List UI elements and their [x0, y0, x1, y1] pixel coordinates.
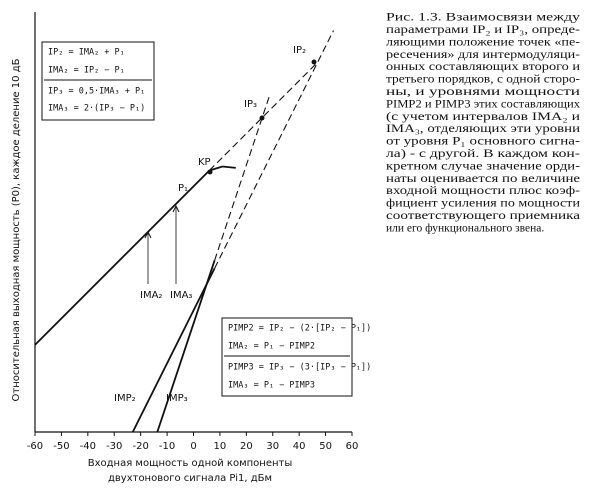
caption-line: ла) - с другой. В каждом кон- — [386, 148, 580, 160]
formula: IMA₃ = P₁ − PIMP3 — [228, 381, 315, 391]
caption-line: фициент усиления по мощности — [386, 198, 580, 210]
caption-line: параметрами IP₂ и IP₃, опреде- — [386, 24, 580, 36]
annotation: IP₂ — [293, 45, 306, 56]
x-tick-label: 40 — [293, 441, 306, 452]
x-tick-label: 30 — [266, 441, 279, 452]
line-segment — [214, 93, 271, 261]
arrow — [144, 230, 152, 239]
formula: PIMP3 = IP₃ − (3·[IP₃ − P₁]) — [228, 363, 371, 373]
x-tick-label: 20 — [240, 441, 253, 452]
formula: IMA₂ = IP₂ − P₁ — [48, 66, 125, 76]
x-label: двухтонового сигнала Pi1, дБм — [108, 473, 272, 484]
caption-line: (с учетом интервалов IMA₂ и — [386, 111, 580, 123]
formula: IP₃ = 0,5·IMA₃ + P₁ — [48, 87, 145, 97]
annotation: IMA₂ — [140, 290, 162, 301]
formula: IP₂ = IMA₂ + P₁ — [48, 48, 125, 58]
x-tick-label: -60 — [27, 441, 43, 452]
caption-line: IMA₃, отделяющих эти уровни — [386, 123, 580, 135]
caption-line: третьего порядков, с одной сторо- — [386, 74, 580, 86]
caption-line: Рис. 1.3. Взаимосвязи между — [386, 12, 580, 24]
caption-line: ресечения» для интермодуляци- — [386, 49, 580, 61]
line-segment — [208, 61, 319, 171]
x-label: Входная мощность одной компоненты — [88, 458, 292, 469]
x-tick-label: 60 — [346, 441, 359, 452]
x-tick-label: -30 — [106, 441, 122, 452]
annotation: KP — [198, 157, 211, 168]
line-segment — [156, 260, 216, 433]
caption-line: онных составляющих второго и — [386, 61, 580, 73]
x-tick-label: 0 — [190, 441, 196, 452]
x-tick-label: 50 — [319, 441, 332, 452]
caption-line: наты оценивается по величине — [386, 173, 580, 185]
x-tick-label: 10 — [214, 441, 227, 452]
caption-line: соответствующего приемника — [386, 210, 580, 222]
annotation: IMA₃ — [170, 290, 192, 301]
point-marker — [207, 169, 213, 175]
line-segment — [131, 267, 216, 433]
series-label: IMP₃ — [166, 393, 188, 404]
formula: PIMP2 = IP₂ − (2·[IP₂ − P₁]) — [228, 324, 371, 334]
caption-line: кретном случае значение орди- — [386, 160, 580, 172]
x-tick-label: -40 — [80, 441, 96, 452]
caption-line: или его функционального звена. — [386, 222, 544, 234]
caption-line: ляющими положение точек «пе- — [386, 36, 580, 48]
caption-line: ны, и уровнями мощности — [386, 86, 580, 98]
formula: IMA₃ = 2·(IP₃ − P₁) — [48, 104, 145, 114]
caption-line: входной мощности плюс коэф- — [386, 185, 580, 197]
x-tick-label: -50 — [53, 441, 69, 452]
x-tick-label: -10 — [159, 441, 175, 452]
x-tick-label: -20 — [132, 441, 148, 452]
formula-box — [41, 41, 155, 121]
line-segment — [209, 165, 223, 172]
caption-line: PIMP2 и PIMP3 этих составляющих — [386, 98, 580, 110]
point-marker — [259, 115, 265, 121]
line-segment — [34, 169, 210, 346]
annotation: IP₃ — [244, 99, 257, 110]
y-label: Относительная выходная мощность (P0), ка… — [11, 58, 22, 401]
series-label: P₁ — [178, 183, 188, 194]
line-segment — [214, 30, 334, 269]
line-segment — [222, 165, 236, 169]
formula-box — [221, 317, 353, 397]
arrow — [172, 204, 180, 213]
caption-line: от уровня P₁ основного сигна- — [386, 136, 580, 148]
point-marker — [311, 59, 317, 65]
series-label: IMP₂ — [114, 393, 136, 404]
formula: IMA₂ = P₁ − PIMP2 — [228, 342, 315, 352]
